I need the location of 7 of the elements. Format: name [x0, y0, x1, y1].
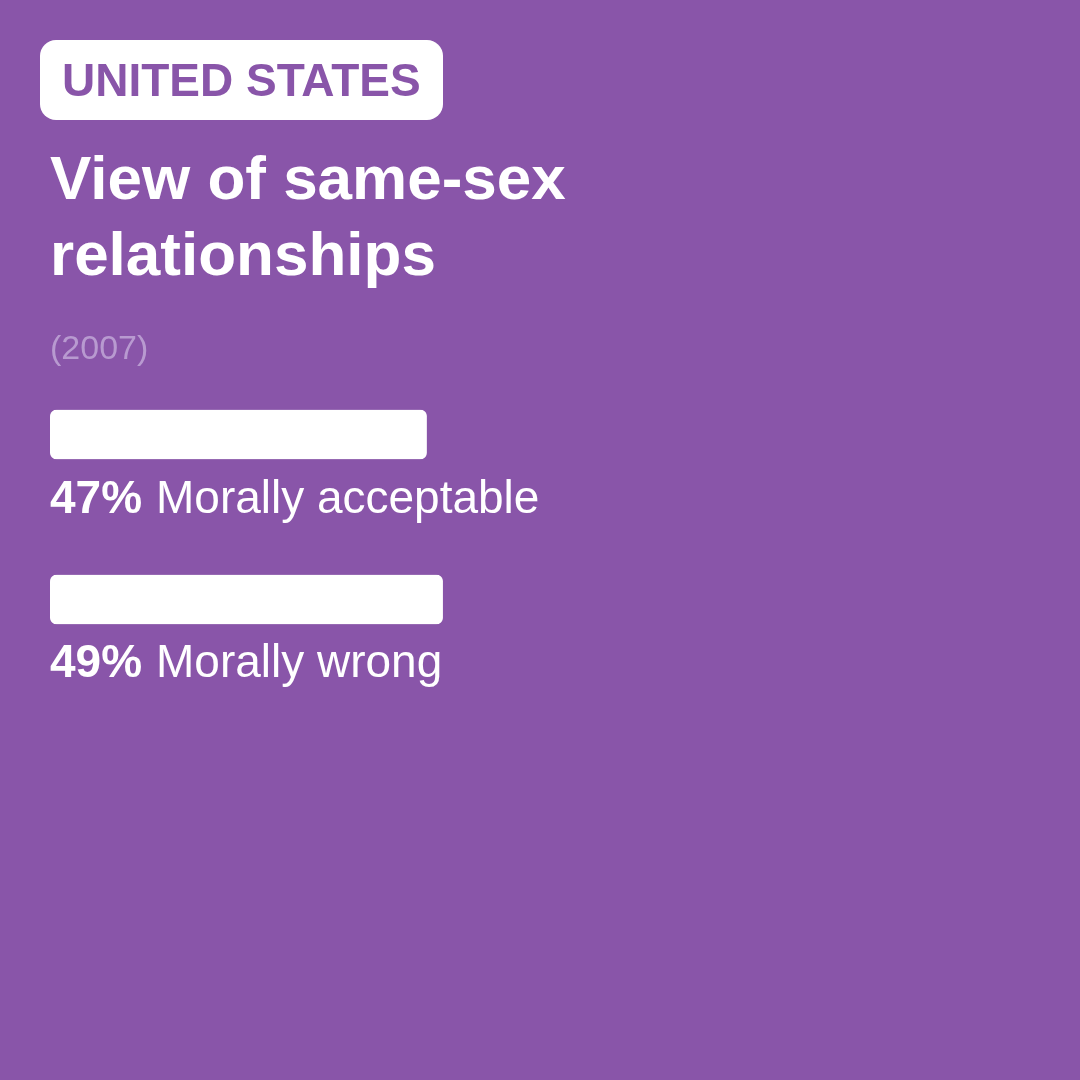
data-label: 49%	[50, 635, 143, 688]
text: UNITED STATES	[40, 40, 443, 120]
chart-title: View of same-sex relationships	[50, 142, 567, 290]
y-tick-label: Morally acceptable	[156, 470, 540, 523]
data-label: 47%	[50, 470, 143, 523]
y-tick-label: Morally wrong	[156, 635, 443, 688]
text: (2007)	[50, 328, 149, 367]
